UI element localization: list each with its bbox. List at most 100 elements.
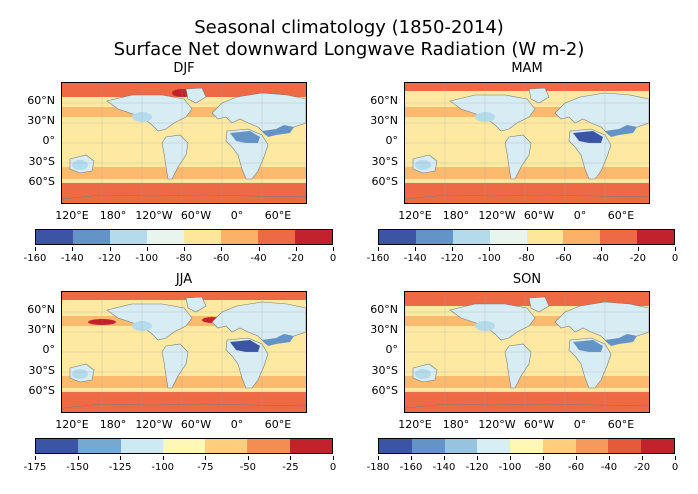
colorbar-tick-mark bbox=[184, 247, 185, 251]
colorbar-tick-mark bbox=[675, 247, 676, 251]
colorbar-segment bbox=[477, 439, 511, 453]
lon-label: 180° bbox=[99, 418, 127, 431]
colorbar-tick-mark bbox=[205, 456, 207, 460]
colorbar-jja bbox=[35, 438, 333, 454]
colorbar-segment bbox=[575, 439, 609, 453]
colorbar-segment bbox=[452, 230, 490, 244]
colorbar-tick-mark bbox=[109, 247, 111, 251]
colorbar-tick-label: -80 bbox=[518, 253, 535, 264]
lon-label: 60°W bbox=[523, 418, 555, 431]
colorbar-tick-label: -180 bbox=[366, 462, 390, 473]
lon-label: 60°W bbox=[180, 209, 212, 222]
panel-title-son: SON bbox=[512, 272, 542, 287]
colorbar-segment bbox=[489, 230, 527, 244]
landmass-south-america bbox=[161, 134, 189, 180]
panel-title-jja: JJA bbox=[175, 272, 193, 287]
australia-interior bbox=[72, 160, 88, 170]
colorbar-tick-mark bbox=[35, 247, 36, 251]
panel-title-mam: MAM bbox=[511, 61, 543, 76]
lat-label: 60°N bbox=[27, 94, 55, 107]
lat-label: 0° bbox=[42, 343, 56, 356]
colorbar-tick-mark bbox=[526, 247, 528, 251]
colorbar-segment bbox=[147, 230, 184, 244]
colorbar-segment bbox=[526, 230, 564, 244]
arabia-tibet bbox=[605, 334, 637, 346]
lat-label: 30°S bbox=[371, 364, 398, 377]
colorbar-segment bbox=[411, 439, 445, 453]
lon-label: 120°E bbox=[398, 209, 432, 222]
colorbar-tick-mark bbox=[247, 456, 249, 460]
lat-label: 60°S bbox=[28, 175, 55, 188]
colorbar-tick-mark bbox=[543, 456, 544, 460]
landmass-greenland bbox=[528, 296, 550, 313]
colorbar-tick-label: -50 bbox=[239, 462, 257, 473]
map-canvas bbox=[405, 292, 649, 412]
colorbar-tick-label: 0 bbox=[329, 462, 337, 473]
colorbar-tick-label: -140 bbox=[432, 462, 456, 473]
lon-label: 60°E bbox=[264, 418, 292, 431]
landmass-antarctica bbox=[62, 194, 306, 203]
lat-label: 30°S bbox=[28, 155, 55, 168]
polar-north bbox=[405, 292, 649, 306]
colorbar-tick-mark bbox=[600, 247, 602, 251]
colorbar-segment bbox=[78, 439, 121, 453]
lat-label: 0° bbox=[385, 343, 399, 356]
lon-label: 180° bbox=[99, 209, 127, 222]
colorbar-tick-label: -120 bbox=[98, 253, 121, 264]
lat-label: 60°N bbox=[27, 303, 55, 316]
colorbar-tick-label: -160 bbox=[399, 462, 423, 473]
colorbar-segment bbox=[415, 230, 453, 244]
polar-north bbox=[62, 292, 306, 300]
lon-label: 120°E bbox=[55, 418, 89, 431]
polar-north bbox=[405, 83, 649, 91]
lon-label: 180° bbox=[442, 418, 470, 431]
colorbar-segment bbox=[184, 230, 221, 244]
lat-label: 30°N bbox=[27, 114, 55, 127]
colorbar-tick-mark bbox=[642, 456, 643, 460]
landmass-greenland bbox=[185, 296, 207, 313]
map-canvas bbox=[62, 83, 306, 203]
colorbar-tick-label: -140 bbox=[403, 253, 427, 264]
colorbar-segment bbox=[221, 230, 258, 244]
colorbar-tick-mark bbox=[378, 456, 379, 460]
colorbar-tick-label: -40 bbox=[250, 253, 267, 264]
colorbar-tick-label: -100 bbox=[478, 253, 501, 264]
colorbar-mam bbox=[378, 229, 675, 245]
colorbar-tick-label: -80 bbox=[534, 462, 552, 473]
lon-label: 60°E bbox=[607, 418, 635, 431]
colorbar-tick-mark bbox=[72, 247, 74, 251]
colorbar-tick-label: -60 bbox=[567, 462, 585, 473]
colorbar-tick-mark bbox=[411, 456, 412, 460]
colorbar-ticks-mam: -160 -140 -120 -100 -80 -60 -40 -20 0 bbox=[367, 247, 678, 265]
colorbar-tick-mark bbox=[609, 456, 610, 460]
lon-label: 0° bbox=[230, 418, 244, 431]
lon-label: 180° bbox=[442, 209, 470, 222]
colorbar-segment bbox=[608, 439, 642, 453]
colorbar-tick-label: -100 bbox=[135, 253, 159, 264]
colorbar-segment bbox=[289, 439, 332, 453]
colorbar-tick-label: -120 bbox=[465, 462, 489, 473]
landmass-greenland bbox=[528, 87, 550, 104]
colorbar-segment bbox=[563, 230, 601, 244]
colorbar-ticks-son: -180 -160 -140 -120 -100 -80 -60 -40 -20 0 bbox=[367, 456, 678, 474]
colorbar-tick-mark bbox=[77, 456, 79, 460]
colorbar-tick-mark bbox=[258, 247, 260, 251]
lon-label: 120°W bbox=[478, 209, 516, 222]
colorbar-tick-mark bbox=[295, 247, 297, 251]
map-mam bbox=[404, 82, 650, 204]
figure-title-line2: Surface Net downward Longwave Radiation … bbox=[113, 39, 585, 60]
arabia-tibet bbox=[605, 125, 637, 137]
sahara-core bbox=[573, 131, 603, 143]
colorbar-segment bbox=[641, 439, 675, 453]
colorbar-tick-label: -40 bbox=[592, 253, 609, 264]
ocean-band-south bbox=[405, 167, 649, 179]
colorbar-tick-mark bbox=[221, 247, 223, 251]
colorbar-tick-mark bbox=[333, 456, 334, 460]
australia-interior bbox=[72, 369, 88, 379]
map-djf bbox=[61, 82, 307, 204]
lat-label: 0° bbox=[385, 134, 399, 147]
colorbar-segment bbox=[258, 230, 295, 244]
colorbar-tick-mark bbox=[378, 247, 379, 251]
landmass-north-america bbox=[449, 94, 536, 132]
lat-label: 30°N bbox=[27, 323, 55, 336]
